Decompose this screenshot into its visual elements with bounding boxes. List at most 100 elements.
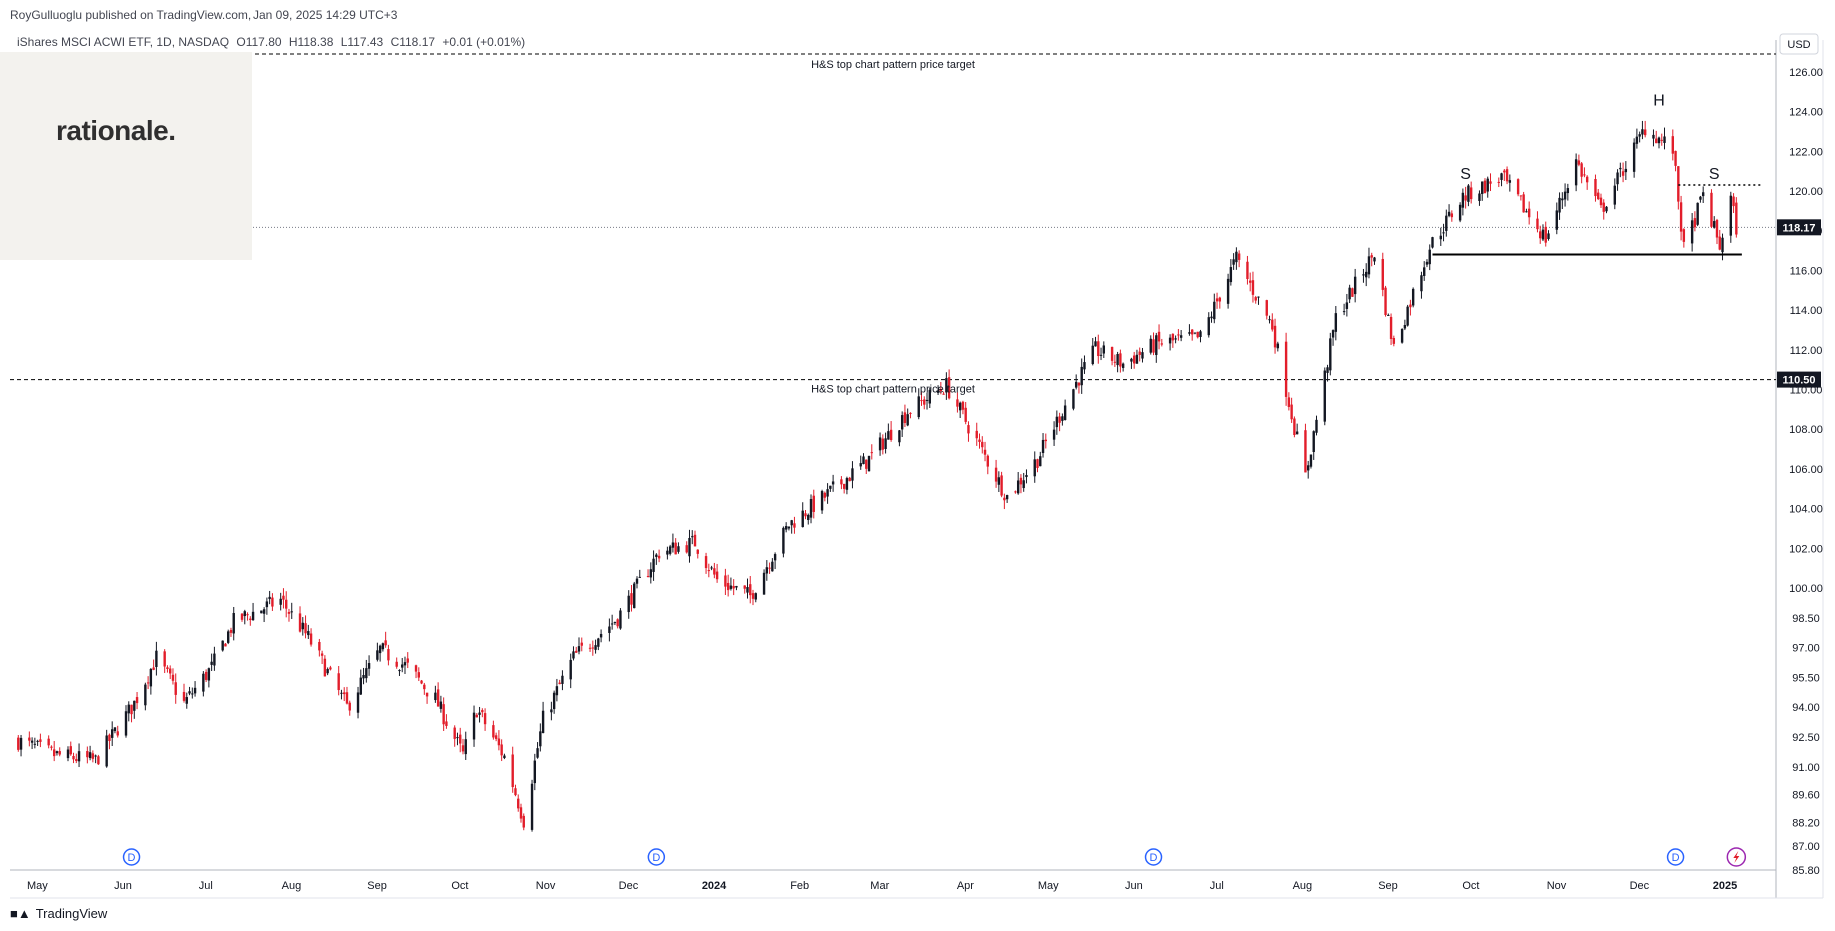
candle-body xyxy=(646,575,650,577)
candle xyxy=(599,629,603,643)
time-tick-label: Oct xyxy=(451,880,468,892)
candle-body xyxy=(1353,276,1357,295)
candle xyxy=(1602,199,1605,220)
candle-body xyxy=(1152,339,1155,353)
candle xyxy=(268,590,271,605)
candle xyxy=(1199,329,1202,343)
candle-body xyxy=(298,613,302,632)
candle-body xyxy=(1713,221,1716,228)
candle-body xyxy=(1345,302,1349,309)
candle xyxy=(1632,138,1636,178)
candle xyxy=(1447,204,1451,218)
candle-body xyxy=(210,661,213,665)
candle-body xyxy=(986,455,989,467)
candle xyxy=(298,606,302,633)
candle-body xyxy=(414,665,418,672)
candle-body xyxy=(613,622,617,624)
candle xyxy=(608,618,611,642)
candle-body xyxy=(282,595,285,600)
candle xyxy=(1190,328,1194,341)
candle-body xyxy=(265,601,269,608)
candle xyxy=(1022,472,1025,492)
candle-body xyxy=(1503,170,1506,173)
candle-body xyxy=(1190,329,1194,335)
candle xyxy=(906,408,909,427)
candle xyxy=(320,650,324,665)
candle xyxy=(110,721,114,747)
candle-body xyxy=(1370,255,1373,258)
time-tick-label: Oct xyxy=(1462,880,1479,892)
candle xyxy=(555,678,559,702)
candle-body xyxy=(693,534,697,547)
price-tick-label: 126.00 xyxy=(1789,67,1823,79)
candle xyxy=(782,526,785,558)
candle-body xyxy=(1284,341,1288,397)
time-tick-label: Jun xyxy=(114,880,132,892)
candle xyxy=(925,392,929,410)
candle-body xyxy=(859,463,862,467)
candle-body xyxy=(456,737,459,739)
candle-body xyxy=(900,415,904,430)
candle xyxy=(635,576,639,589)
candle-body xyxy=(58,751,61,755)
candle xyxy=(939,381,943,395)
candle-body xyxy=(1293,418,1296,435)
candle-body xyxy=(1135,354,1139,364)
candle xyxy=(387,644,390,666)
candle-body xyxy=(1025,475,1028,478)
candle-body xyxy=(597,638,600,647)
candle xyxy=(163,649,166,674)
candle xyxy=(105,729,108,768)
time-tick-label: Aug xyxy=(282,880,302,892)
candle xyxy=(561,670,564,691)
time-tick-label: 2024 xyxy=(702,880,727,892)
candle-body xyxy=(1351,288,1354,297)
candle xyxy=(30,737,34,750)
candle-body xyxy=(144,684,147,706)
candle-body xyxy=(1315,419,1318,433)
candle-body xyxy=(1072,389,1075,409)
tradingview-brand[interactable]: ■▲ TradingView xyxy=(10,906,107,921)
candle-body xyxy=(898,430,901,443)
candle xyxy=(1624,161,1628,181)
candle-body xyxy=(1461,192,1465,208)
candle-body xyxy=(1655,138,1658,144)
candle xyxy=(1052,421,1056,446)
candle xyxy=(1237,250,1241,268)
candle-body xyxy=(638,576,641,578)
candle-body xyxy=(1179,335,1183,338)
candle xyxy=(829,485,832,492)
candle-body xyxy=(1486,178,1489,192)
candle xyxy=(823,491,827,502)
candle xyxy=(1384,285,1387,317)
candle xyxy=(809,494,813,524)
candle-body xyxy=(1500,173,1503,180)
candle xyxy=(439,695,443,713)
candle-body xyxy=(729,585,733,589)
candle-body xyxy=(842,483,846,489)
candle xyxy=(961,400,965,415)
candle xyxy=(97,754,100,765)
candle xyxy=(88,745,92,761)
candle-body xyxy=(47,738,50,746)
candle-body xyxy=(572,651,575,659)
price-tick-label: 114.00 xyxy=(1790,305,1823,317)
candle-body xyxy=(790,520,793,526)
candle xyxy=(1574,153,1578,192)
candle xyxy=(732,579,735,596)
candle-body xyxy=(50,746,53,748)
candle xyxy=(981,436,984,454)
candle-body xyxy=(1732,196,1735,207)
candle xyxy=(511,746,514,793)
candle-body xyxy=(453,727,456,739)
candle-body xyxy=(762,572,766,595)
candle-body xyxy=(1268,319,1271,321)
candle-body xyxy=(1431,237,1434,248)
candle xyxy=(1072,388,1075,411)
candle-body xyxy=(1276,343,1280,349)
candle-body xyxy=(188,691,191,694)
candle-body xyxy=(1690,220,1694,244)
candle xyxy=(1425,259,1429,268)
dividend-marker-label: D xyxy=(652,852,660,864)
